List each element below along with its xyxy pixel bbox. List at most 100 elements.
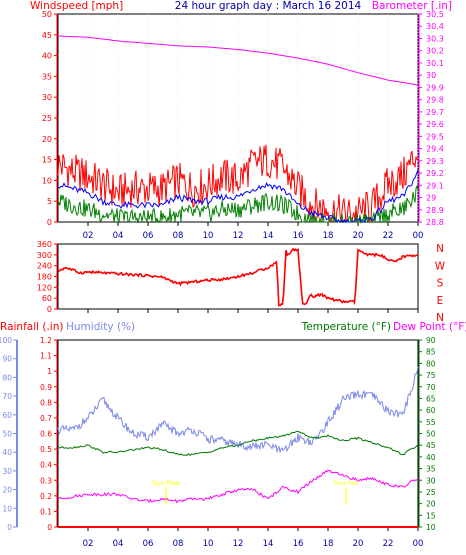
temperature-y-tick-label: 75 bbox=[426, 371, 436, 380]
barometer-y-tick-label: 29.2 bbox=[426, 169, 444, 178]
wind-y-tick-label: 5 bbox=[47, 197, 52, 206]
barometer-y-tick-label: 29.7 bbox=[426, 108, 444, 117]
temperature-y-tick-label: 55 bbox=[426, 418, 436, 427]
humidity-y-tick-label: 0 bbox=[7, 523, 12, 532]
rain-y-tick-label: 0.5 bbox=[40, 445, 52, 454]
barometer-y-tick-label: 30.4 bbox=[426, 22, 444, 31]
barometer-line bbox=[57, 35, 419, 86]
rain-y-tick-label: 1.1 bbox=[40, 352, 52, 361]
humidity-y-tick-label: 30 bbox=[2, 467, 12, 476]
rain-y-tick-label: 1 bbox=[47, 367, 52, 376]
wind-y-tick-label: 45 bbox=[42, 31, 52, 40]
temperature-y-tick-label: 35 bbox=[426, 465, 436, 474]
temperature-y-tick-label: 70 bbox=[426, 383, 436, 392]
x-tick-label: 22 bbox=[383, 231, 394, 241]
windspeed-average-line bbox=[57, 169, 419, 223]
temperature-y-tick-label: 40 bbox=[426, 453, 436, 462]
temperature-y-tick-label: 15 bbox=[426, 511, 436, 520]
barometer-y-tick-label: 29.9 bbox=[426, 83, 444, 92]
wind-y-tick-label: 10 bbox=[42, 176, 52, 185]
humidity-y-tick-label: 90 bbox=[2, 355, 12, 364]
direction-y-tick-label: 120 bbox=[37, 283, 52, 292]
barometer-y-tick-label: 29.3 bbox=[426, 157, 444, 166]
x-tick-label: 06 bbox=[143, 539, 154, 549]
temperature-y-tick-label: 10 bbox=[426, 523, 436, 532]
x-tick-label: 14 bbox=[263, 231, 274, 241]
rain-y-tick-label: 0.4 bbox=[40, 461, 52, 470]
dewpoint-title: Dew Point (°F) bbox=[393, 321, 466, 333]
barometer-y-tick-label: 30.3 bbox=[426, 34, 444, 43]
wind-y-tick-label: 20 bbox=[42, 135, 52, 144]
temperature-y-tick-label: 85 bbox=[426, 348, 436, 357]
wind-y-tick-label: 40 bbox=[42, 52, 52, 61]
humidity-y-tick-label: 100 bbox=[0, 336, 12, 345]
temperature-y-tick-label: 20 bbox=[426, 500, 436, 509]
barometer-y-tick-label: 29.1 bbox=[426, 181, 444, 190]
rain-y-tick-label: 0.2 bbox=[40, 492, 52, 501]
x-tick-label: 04 bbox=[113, 539, 124, 549]
x-tick-label: 12 bbox=[233, 231, 244, 241]
x-tick-label: 08 bbox=[173, 231, 184, 241]
rain-y-tick-label: 0.6 bbox=[40, 430, 52, 439]
temperature-title: Temperature (°F) bbox=[301, 321, 391, 333]
temperature-y-tick-label: 65 bbox=[426, 394, 436, 403]
x-tick-label: 02 bbox=[83, 539, 94, 549]
x-tick-label: 06 bbox=[143, 231, 154, 241]
rain-y-tick-label: 0 bbox=[47, 523, 52, 532]
barometer-y-tick-label: 29.4 bbox=[426, 145, 444, 154]
barometer-y-tick-label: 29.5 bbox=[426, 132, 444, 141]
barometer-title: Barometer [.in] bbox=[372, 0, 452, 12]
wind-y-tick-label: 50 bbox=[42, 10, 52, 19]
rain-y-tick-label: 0.9 bbox=[40, 383, 52, 392]
windspeed-title: Windspeed [mph] bbox=[30, 0, 123, 12]
barometer-y-tick-label: 29.6 bbox=[426, 120, 444, 129]
direction-y-tick-label: 180 bbox=[37, 273, 52, 282]
humidity-y-tick-label: 10 bbox=[2, 504, 12, 513]
windspeed-gust-line bbox=[57, 144, 419, 223]
compass-label: E bbox=[437, 295, 444, 307]
rain-y-tick-label: 1.2 bbox=[40, 336, 52, 345]
barometer-y-tick-label: 29.8 bbox=[426, 96, 444, 105]
wind-y-tick-label: 0 bbox=[47, 218, 52, 227]
temperature-y-tick-label: 90 bbox=[426, 336, 436, 345]
barometer-y-tick-label: 28.9 bbox=[426, 206, 444, 215]
humidity-title: Humidity (%) bbox=[66, 321, 135, 333]
compass-label: W bbox=[435, 260, 446, 272]
x-tick-label: 18 bbox=[323, 539, 334, 549]
humidity-y-tick-label: 70 bbox=[2, 392, 12, 401]
dewpoint-line bbox=[57, 469, 419, 504]
compass-label: N bbox=[436, 243, 444, 255]
x-tick-label: 10 bbox=[203, 231, 214, 241]
wind-y-tick-label: 35 bbox=[42, 72, 52, 81]
direction-y-tick-label: 360 bbox=[37, 240, 52, 249]
x-tick-label: 14 bbox=[263, 539, 274, 549]
temperature-y-tick-label: 45 bbox=[426, 441, 436, 450]
humidity-y-tick-label: 80 bbox=[2, 373, 12, 382]
barometer-y-tick-label: 30.1 bbox=[426, 59, 444, 68]
direction-y-tick-label: 240 bbox=[37, 262, 52, 271]
direction-y-tick-label: 0 bbox=[47, 305, 52, 314]
wind-y-tick-label: 15 bbox=[42, 156, 52, 165]
barometer-y-tick-label: 30.5 bbox=[426, 10, 444, 19]
wind-y-tick-label: 25 bbox=[42, 114, 52, 123]
climate-panel-frame bbox=[57, 339, 419, 528]
humidity-y-tick-label: 20 bbox=[2, 486, 12, 495]
rain-y-tick-label: 0.7 bbox=[40, 414, 52, 423]
direction-y-tick-label: 60 bbox=[42, 294, 52, 303]
x-tick-label: 20 bbox=[353, 539, 364, 549]
x-tick-label: 18 bbox=[323, 231, 334, 241]
temperature-y-tick-label: 30 bbox=[426, 476, 436, 485]
wind-y-tick-label: 30 bbox=[42, 93, 52, 102]
compass-label: N bbox=[436, 312, 444, 324]
x-tick-label: 12 bbox=[233, 539, 244, 549]
humidity-y-tick-label: 40 bbox=[2, 448, 12, 457]
x-tick-label: 04 bbox=[113, 231, 124, 241]
temperature-y-tick-label: 80 bbox=[426, 359, 436, 368]
temperature-y-tick-label: 60 bbox=[426, 406, 436, 415]
x-tick-label: 22 bbox=[383, 539, 394, 549]
windspeed-low-line bbox=[57, 184, 419, 224]
temperature-y-tick-label: 50 bbox=[426, 430, 436, 439]
x-tick-label: 00 bbox=[413, 539, 424, 549]
sunset-label: Sun Set bbox=[333, 479, 359, 487]
rain-y-tick-label: 0.1 bbox=[40, 507, 52, 516]
